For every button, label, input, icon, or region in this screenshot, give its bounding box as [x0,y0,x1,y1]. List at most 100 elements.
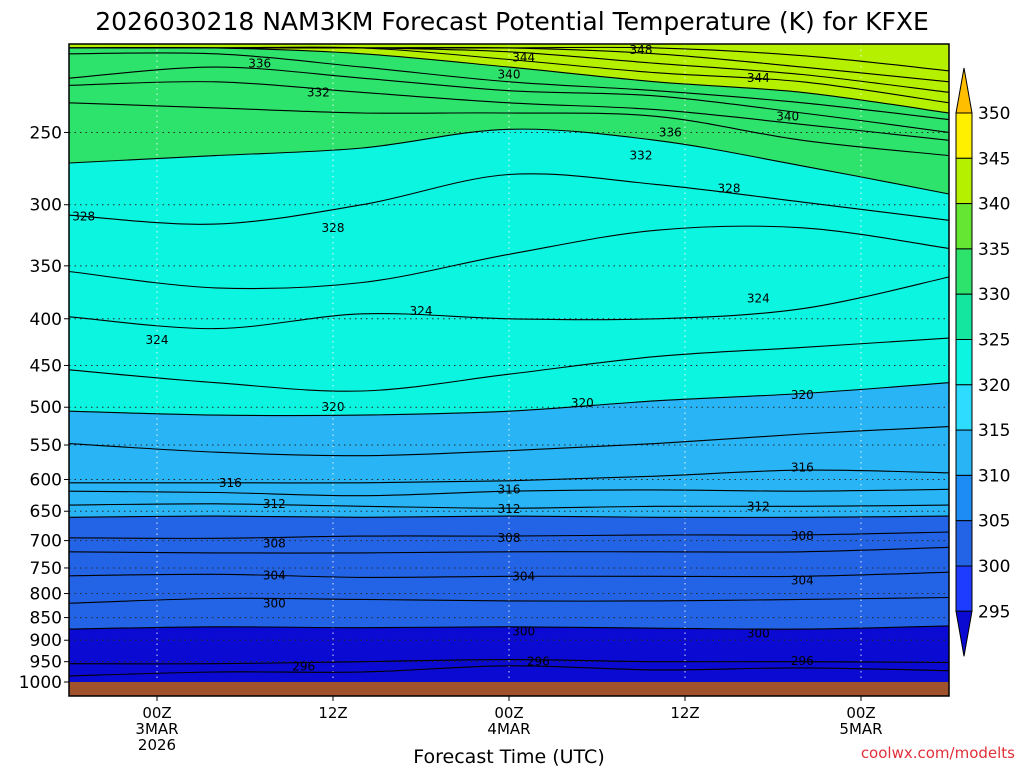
contour-label: 296 [292,660,315,674]
contour-line-308 [68,531,950,539]
colorbar-tick-label: 325 [978,331,1010,351]
contour-line-302 [68,596,950,604]
contour-line-324 [68,276,950,330]
colorbar-tick-label: 335 [978,240,1010,260]
y-tick-label: 450 [30,356,62,376]
contour-label: 324 [146,333,169,347]
contour-label: 336 [659,125,682,139]
contour-label: 320 [571,396,594,410]
y-tick-label: 800 [30,585,62,605]
contour-label: 300 [263,596,286,610]
contour-label: 308 [498,531,521,545]
colorbar-segment [955,293,973,341]
colorbar-segment [955,384,973,431]
colorbar-segment [955,203,973,250]
contour-label: 312 [263,497,286,511]
contour-label: 344 [747,71,770,85]
colorbar-tick-label: 315 [978,421,1010,441]
x-tick-label: 12Z [318,704,347,722]
colorbar-segment [955,474,973,522]
band-fill-340 [69,44,949,113]
contour-line-310 [68,515,950,518]
y-tick-label: 350 [30,257,62,277]
contour-label: 336 [248,56,271,70]
x-tick-label: 00Z [142,704,171,722]
contour-label: 316 [791,460,814,474]
contour-label: 312 [747,499,770,513]
contour-line-314 [68,488,950,497]
contour-label: 348 [630,43,653,57]
colorbar-segment [955,520,973,567]
x-tick-label: 12Z [670,704,699,722]
contour-label: 332 [630,149,653,163]
x-axis-label: Forecast Time (UTC) [413,746,604,768]
contour-labels: 336 344 348 340 344 332 340 336 332 328 328 328 324 3… [72,43,814,674]
colorbar-segment [955,248,973,295]
colorbar-extend-top [955,67,973,114]
colorbar-tick-label: 350 [978,104,1010,124]
colorbar-tick-label: 305 [978,512,1010,532]
contour-line-312 [68,503,950,509]
colorbar: 295 300 305 310 315 320 325 330 335 340 345 350 [955,67,1010,657]
credit-text: coolwx.com/modelts [861,744,1015,762]
contour-line-334 [68,81,950,141]
contour-line-316 [68,469,950,484]
contour-lines [68,46,950,677]
contour-line-300 [68,625,950,630]
y-tick-label: 400 [30,310,62,330]
colorbar-extend-bottom [955,610,973,657]
colorbar-segment [955,157,973,205]
x-tick-label: 5MAR [839,720,882,738]
colorbar-tick-label: 340 [978,195,1010,215]
contour-label: 300 [747,627,770,641]
x-tick-label: 4MAR [487,720,530,738]
contour-line-318 [68,426,950,457]
contour-line-338 [68,52,950,121]
contour-label: 296 [791,654,814,668]
contour-label: 328 [322,221,345,235]
y-tick-label: 550 [30,436,62,456]
contour-label: 340 [498,68,521,82]
contour-label: 320 [322,400,345,414]
contour-label: 340 [776,109,799,123]
y-tick-label: 850 [30,609,62,629]
contour-label: 316 [219,476,242,490]
contour-label: 296 [527,655,550,669]
y-tick-label: 300 [30,196,62,216]
contour-label: 308 [263,536,286,550]
y-tick-label: 950 [30,653,62,673]
contour-label: 332 [307,85,330,99]
colorbar-tick-label: 295 [978,602,1010,622]
colorbar-segment [955,112,973,159]
contour-label: 312 [498,502,521,516]
grid-lines [69,44,949,682]
contour-label: 300 [512,624,535,638]
contour-label: 344 [512,51,535,65]
contour-label: 304 [512,569,535,583]
colorbar-segment [955,429,973,476]
x-tick-label: 2026 [138,736,176,754]
terrain-strip [69,682,949,696]
x-tick-label: 00Z [494,704,523,722]
contour-label: 304 [263,568,286,582]
contour-label: 324 [747,291,770,305]
contour-line-336 [68,66,950,134]
colorbar-tick-label: 345 [978,149,1010,169]
y-tick-label: 900 [30,631,62,651]
y-axis: 2503003504004505005506006507007508008509… [19,123,69,693]
contour-label: 328 [718,182,741,196]
y-tick-label: 1000 [19,673,62,693]
y-tick-label: 650 [30,502,62,522]
contour-label: 316 [498,482,521,496]
contour-line-298 [68,659,950,665]
contour-line-322 [68,337,950,392]
contour-label: 304 [791,573,814,587]
x-tick-label: 00Z [846,704,875,722]
colorbar-segment [955,339,973,386]
contour-line-328 [68,173,950,225]
contour-line-348 [69,46,950,72]
colorbar-tick-label: 330 [978,285,1010,305]
contour-line-332 [68,102,950,157]
